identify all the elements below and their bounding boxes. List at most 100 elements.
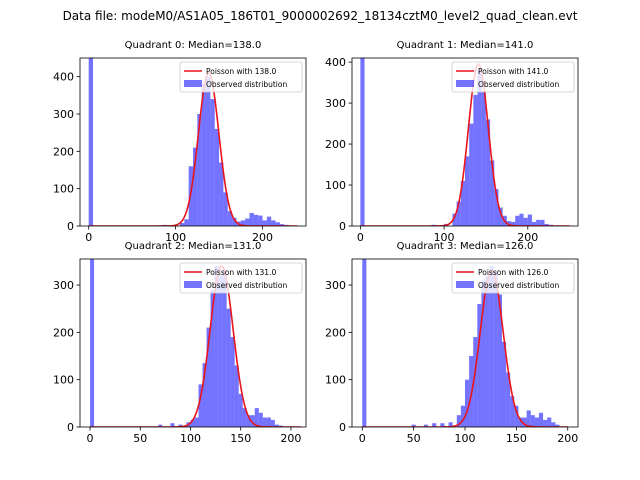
y-tick-label: 100 [53,183,74,196]
x-tick-label: 150 [230,432,251,445]
histogram-bar [477,70,482,226]
histogram-bar [223,192,228,226]
histogram-bar [510,396,515,427]
histogram-bar [210,99,215,226]
subplot-title: Quadrant 0: Median=138.0 [125,40,262,51]
histogram-bar [266,216,272,226]
legend: Poisson with 138.0 Observed distribution [179,61,303,93]
histogram-bar [240,220,246,226]
histogram-bar [245,218,250,226]
histogram-bar [206,76,211,226]
y-tick-label: 300 [53,108,74,121]
histogram-bar [536,219,541,226]
histogram-bar [262,417,267,427]
subplot-quadrant-0: Quadrant 0: Median=138.0 0 100 200 0 100 200 30… [53,40,307,244]
y-tick-label: 200 [325,138,346,151]
histogram-bar [238,393,243,427]
histogram-bar [494,189,499,226]
histogram-bar [485,275,490,427]
histogram-bar [456,415,461,427]
histogram-bar [206,327,211,427]
legend-label-poisson: Poisson with 138.0 [206,67,276,76]
histogram-bar [440,423,445,427]
histogram-bar [473,337,478,427]
histogram-bar [158,424,163,427]
histogram-bar [551,422,556,427]
subplot-title: Quadrant 2: Median=131.0 [125,241,262,252]
histogram-bar [465,379,470,427]
histogram-bar [544,223,549,226]
y-tick-label: 100 [325,179,346,192]
y-tick-label: 300 [53,279,74,292]
histogram-bar [270,419,275,427]
histogram-bar [253,214,259,226]
histogram-bar [473,94,478,226]
poisson-curve [360,63,570,226]
legend-patch-swatch [184,80,202,87]
legend-label-observed: Observed distribution [206,80,287,89]
legend-label-observed: Observed distribution [206,281,287,290]
subplot-title: Quadrant 1: Median=141.0 [397,40,534,51]
subplot-grid: Quadrant 0: Median=138.0 0 100 200 0 100 200 30… [53,40,579,445]
legend-box [179,61,303,93]
histogram-bar [469,123,474,226]
legend-label-poisson: Poisson with 126.0 [478,268,548,277]
y-tick-label: 400 [53,71,74,84]
histogram-bar [465,156,470,226]
histogram-bar [170,423,175,427]
legend-box [179,262,303,294]
histogram-bar [184,219,189,226]
histogram-bar [254,408,259,427]
legend: Poisson with 126.0 Observed distribution [451,262,575,294]
x-tick-label: 100 [165,231,186,244]
legend-patch-swatch [184,281,202,288]
legend: Poisson with 141.0 Observed distribution [451,61,575,93]
x-tick-label: 100 [434,231,455,244]
x-tick-label: 50 [407,432,421,445]
histogram-bars [362,259,560,427]
histogram-bar [197,114,202,226]
histogram-bar [411,424,416,427]
histogram-bar [193,147,198,226]
x-tick-label: 100 [180,432,201,445]
histogram-bar [531,221,537,226]
histogram-bar [218,275,223,427]
histogram-bar [432,423,437,427]
histogram-bar [246,415,251,427]
histogram-bar [498,207,503,226]
legend-label-poisson: Poisson with 141.0 [478,67,548,76]
histogram-bar [506,221,512,226]
histogram-bar [271,220,276,226]
subplot-quadrant-1: Quadrant 1: Median=141.0 0 100 200 0 100 200 30… [325,40,579,244]
histogram-bar [530,415,535,427]
histogram-bar [481,280,486,427]
histogram-bar [511,221,516,226]
histogram-bar [522,417,527,427]
x-tick-label: 50 [133,432,147,445]
histogram-bar [219,162,224,226]
histogram-bar [460,405,465,427]
histogram-bar [448,422,453,427]
histogram-bar [190,419,195,427]
legend-label-observed: Observed distribution [478,80,559,89]
axes-frame [79,57,307,227]
y-tick-label: 300 [325,97,346,110]
legend-patch-swatch [456,281,474,288]
histogram-bar [234,365,239,427]
histogram-bar [452,213,457,226]
x-tick-label: 0 [359,432,366,445]
axes-frame [351,57,579,227]
x-tick-label: 200 [280,432,301,445]
histogram-bar [360,58,365,226]
subplot-quadrant-2: Quadrant 2: Median=131.0 0 50 100 150 200 0 100… [53,241,307,445]
y-tick-label: 0 [339,421,346,434]
histogram-bar [555,424,560,427]
histogram-bar [527,214,532,226]
y-tick-label: 300 [325,279,346,292]
legend: Poisson with 131.0 Observed distribution [179,262,303,294]
histogram-bar [489,266,494,427]
legend-patch-swatch [456,80,474,87]
histogram-bar [497,294,502,427]
histogram-bar [214,266,219,427]
